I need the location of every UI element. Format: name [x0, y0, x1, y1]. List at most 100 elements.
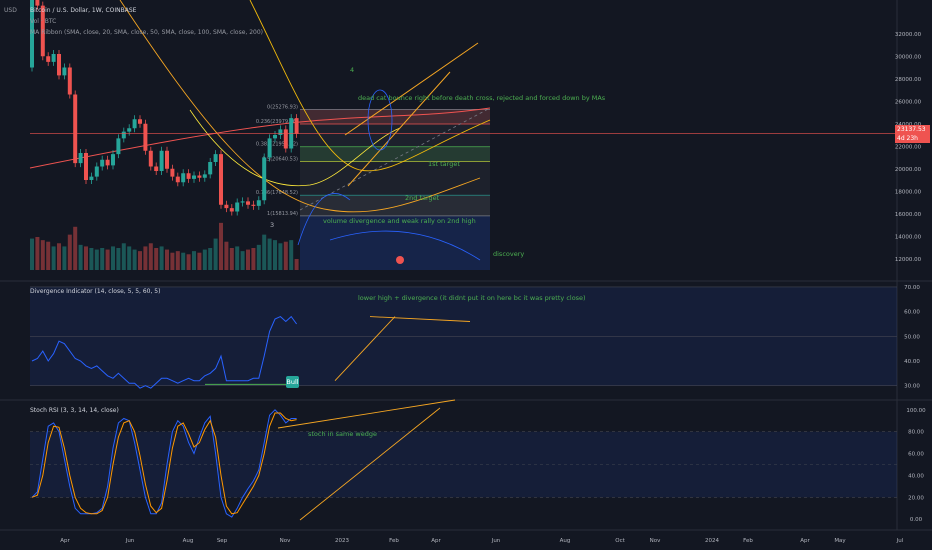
volume-bar — [262, 234, 267, 270]
stoch-d-line — [31, 412, 297, 515]
lower-high-annotation: lower high + divergence (it didnt put it… — [358, 294, 586, 302]
fib-level-label: 0.382(21956.42) — [256, 142, 298, 148]
volume-bar — [35, 237, 40, 270]
wave-3-label: 3 — [270, 221, 275, 229]
divergence-tick-label: 70.00 — [904, 285, 920, 291]
volume-bar — [197, 252, 202, 270]
sma-20-line — [189, 109, 401, 187]
time-axis-label: 2024 — [705, 538, 719, 544]
candle-body — [127, 128, 132, 132]
stoch-tick-label: 40.00 — [908, 473, 924, 479]
candle-body — [62, 67, 67, 76]
time-axis-label: Sep — [217, 538, 228, 544]
time-axis-label: Aug — [183, 538, 194, 544]
price-tick-label: 12000.00 — [895, 257, 922, 263]
candle-body — [100, 159, 105, 167]
volume-bar — [267, 238, 272, 270]
fib-level-label: 1(15813.94) — [267, 211, 298, 217]
volume-bar — [143, 246, 148, 270]
candle-body — [170, 168, 175, 177]
time-axis-label: 2023 — [335, 538, 349, 544]
wave-4-label: 4 — [350, 66, 355, 74]
time-axis-label: May — [834, 538, 846, 544]
divergence-lower-high-line — [369, 316, 471, 322]
volume-bar — [67, 234, 72, 270]
fib-level-label: 0.786(17648.52) — [256, 190, 298, 196]
stoch-wedge-lower — [299, 407, 441, 521]
price-tick-label: 26000.00 — [895, 99, 922, 105]
time-axis-label: Oct — [615, 538, 625, 544]
candle-body — [219, 154, 223, 205]
volume-bar — [132, 249, 137, 270]
fib-retracement-box — [300, 109, 490, 216]
volume-bar — [283, 241, 288, 270]
candle-body — [197, 175, 202, 178]
divergence-tick-label: 50.00 — [904, 334, 920, 340]
candle-body — [132, 119, 137, 129]
candle-body — [246, 201, 250, 205]
volume-bar — [62, 246, 67, 270]
time-axis-label: Apr — [60, 538, 70, 544]
candle-body — [73, 94, 78, 164]
drawn-arrow-curve — [297, 193, 351, 246]
stoch-k-line — [31, 409, 297, 518]
volume-bar — [57, 243, 61, 270]
highlight-ellipse — [367, 89, 393, 151]
volume-bar — [235, 246, 240, 270]
time-axis-label: Nov — [280, 538, 291, 544]
stoch-panel-title: Stoch RSI (3, 3, 14, 14, close) — [30, 407, 119, 414]
divergence-series-line — [31, 315, 298, 389]
candle-body — [186, 173, 191, 179]
candle-body — [35, 0, 40, 6]
volume-bar — [148, 243, 153, 270]
bar-countdown: 4d 23h — [897, 135, 918, 142]
fib-level-label: 0.236(23979.16) — [256, 119, 298, 125]
divergence-rising-line — [334, 316, 396, 382]
volume-bar — [240, 251, 245, 270]
candle-body — [192, 175, 196, 179]
candle-body — [143, 123, 148, 151]
volume-bar — [256, 244, 261, 270]
price-tick-label: 20000.00 — [895, 167, 922, 173]
volume-bar — [121, 243, 126, 270]
volume-bar — [138, 251, 142, 270]
divergence-tick-label: 60.00 — [904, 310, 920, 316]
candle-body — [181, 173, 186, 183]
candle-body — [283, 129, 288, 149]
candle-body — [213, 154, 218, 162]
drawn-arc — [329, 230, 481, 261]
last-price-value: 23137.53 — [897, 126, 926, 133]
volume-bar — [294, 259, 299, 270]
price-tick-label: 28000.00 — [895, 77, 922, 83]
candle-body — [111, 154, 115, 166]
candle-body — [273, 135, 277, 139]
candle-body — [154, 166, 159, 171]
volume-bar — [84, 246, 88, 270]
volume-bar — [246, 249, 250, 270]
candle-body — [224, 204, 229, 209]
volume-bar — [100, 248, 105, 270]
candle-body — [84, 153, 88, 180]
dead-cat-annotation: dead cat bounce right before death cross… — [358, 94, 606, 102]
candle-body — [294, 118, 299, 134]
stoch-tick-label: 0.00 — [910, 517, 923, 523]
price-tick-label: 16000.00 — [895, 212, 922, 218]
volume-bar — [278, 243, 283, 270]
candle-body — [202, 174, 207, 178]
price-tick-label: 22000.00 — [895, 144, 922, 150]
fib-zone-382 — [300, 146, 490, 162]
candle-body — [148, 150, 153, 167]
volume-divergence-annotation: volume divergence and weak rally on 2nd … — [323, 217, 476, 225]
fib-level-label: 0.5(20640.53) — [262, 157, 298, 163]
volume-bar — [202, 249, 207, 270]
volume-bar — [159, 246, 164, 270]
volume-bar — [116, 248, 121, 270]
stoch-tick-label: 80.00 — [908, 430, 924, 436]
volume-bar — [127, 246, 132, 270]
candle-body — [165, 150, 169, 169]
volume-bar — [219, 222, 223, 270]
candle-body — [78, 153, 83, 164]
candle-body — [251, 204, 256, 206]
